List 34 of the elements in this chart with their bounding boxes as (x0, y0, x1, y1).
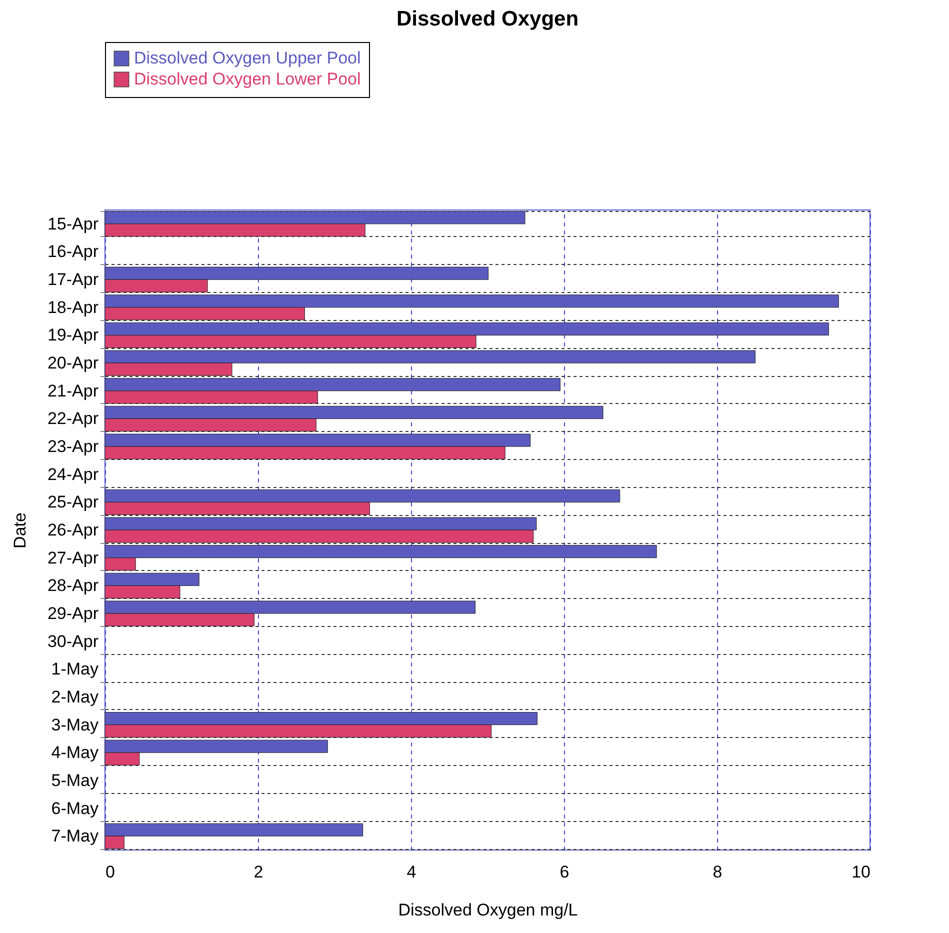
y-tick-label: 2-May (51, 687, 99, 706)
y-tick-label: 30-Apr (47, 632, 99, 651)
x-tick-label: 8 (712, 862, 722, 882)
legend-label: Dissolved Oxygen Upper Pool (134, 48, 361, 68)
y-tick-label: 18-Apr (47, 298, 99, 317)
y-axis-title: Date (10, 512, 30, 548)
y-tick-label: 25-Apr (47, 492, 99, 512)
y-tick-label: 26-Apr (47, 520, 99, 540)
y-tick-label: 5-May (51, 770, 99, 790)
x-tick-label: 0 (106, 862, 115, 882)
y-tick-label: 7-May (51, 826, 99, 846)
y-tick-label: 15-Apr (47, 214, 99, 234)
y-tick-label: 29-Apr (47, 604, 99, 623)
y-tick-label: 20-Apr (47, 354, 99, 373)
x-tick-label: 6 (560, 862, 570, 882)
y-tick-label: 22-Apr (47, 409, 99, 428)
y-tick-label: 6-May (51, 798, 99, 818)
y-tick-label: 16-Apr (47, 242, 99, 262)
x-axis-title: Dissolved Oxygen mg/L (398, 900, 578, 920)
y-tick-label: 28-Apr (47, 576, 99, 596)
y-tick-label: 3-May (51, 715, 99, 734)
y-tick-label: 19-Apr (47, 326, 99, 345)
y-tick-label: 27-Apr (47, 548, 99, 568)
x-tick-label: 10 (852, 862, 870, 882)
y-tick-label: 21-Apr (47, 381, 99, 400)
y-tick-label: 1-May (51, 660, 99, 679)
legend-label: Dissolved Oxygen Lower Pool (134, 70, 361, 88)
y-tick-label: 24-Apr (47, 464, 99, 484)
chart-title: Dissolved Oxygen (396, 8, 579, 30)
y-tick-label: 23-Apr (47, 437, 99, 456)
y-tick-label: 4-May (51, 743, 99, 762)
y-tick-label: 17-Apr (47, 270, 99, 290)
x-tick-label: 2 (254, 862, 264, 882)
x-tick-label: 4 (406, 862, 416, 882)
